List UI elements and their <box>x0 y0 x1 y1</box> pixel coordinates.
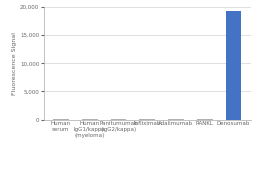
Bar <box>226 11 241 120</box>
Y-axis label: Fluorescence Signal: Fluorescence Signal <box>12 32 17 95</box>
Bar <box>168 119 184 120</box>
Bar <box>53 119 69 120</box>
Bar <box>82 119 98 120</box>
Bar <box>197 119 213 120</box>
Bar <box>139 119 155 120</box>
Bar <box>111 119 126 120</box>
